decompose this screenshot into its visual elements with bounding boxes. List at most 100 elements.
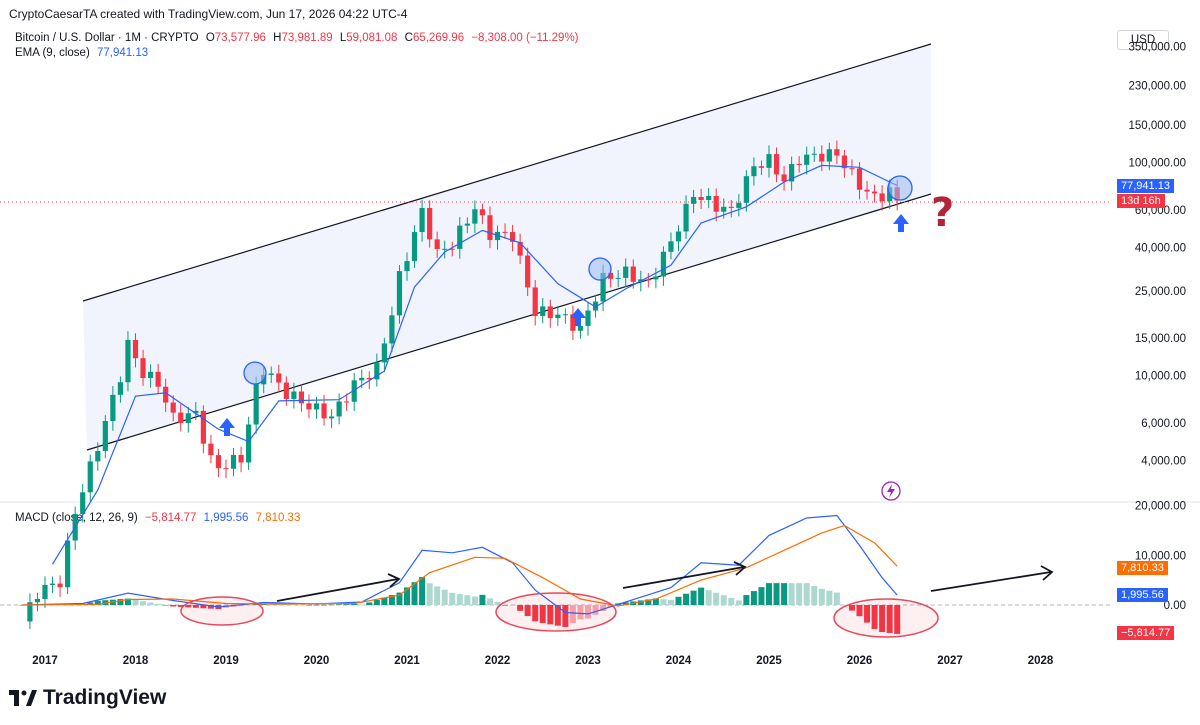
channel-upper-line (82, 43, 932, 302)
candle-body (313, 403, 320, 410)
currency-button[interactable]: USD (1117, 30, 1169, 50)
open-value: 73,577.96 (214, 32, 266, 44)
candle-body (34, 598, 41, 603)
macd-histogram-bar (509, 605, 516, 606)
macd-histogram-bar (818, 588, 825, 605)
candle-body (698, 196, 704, 201)
macd-histogram-bar (162, 605, 169, 606)
candle-body (479, 209, 486, 216)
highlight-circle-2023 (588, 257, 612, 281)
macd-histogram-bar (441, 589, 448, 605)
candle-body (502, 231, 508, 233)
candle-body (238, 454, 244, 463)
candle-body (404, 261, 410, 272)
candle-body (223, 468, 229, 470)
candle-body (849, 168, 855, 170)
candle-body (751, 166, 757, 177)
macd-histogram-bar (305, 605, 312, 606)
candle-body (758, 166, 765, 168)
time-axis-label: 2020 (304, 655, 330, 667)
change-value: −8,308.00 (−11.29%) (471, 32, 579, 44)
macd-histogram-bar (358, 604, 365, 606)
channel-lower-line (86, 193, 932, 451)
candle-body (268, 373, 274, 375)
macd-histogram-bar (758, 587, 765, 605)
low-label: L (339, 32, 347, 44)
candle-body (87, 461, 93, 493)
macd-histogram-bar (705, 590, 712, 605)
candle-body (789, 163, 795, 182)
candle-body (668, 241, 674, 252)
close-value: 65,269.96 (412, 32, 465, 44)
macd-histogram-bar (667, 599, 674, 605)
macd-histogram-bar (343, 604, 350, 605)
macd-axis-label: 0.00 (1164, 600, 1186, 612)
macd-histogram-bar (864, 605, 871, 623)
candle-body (140, 358, 146, 379)
macd-histogram-bar (803, 583, 810, 605)
candle-body (826, 149, 832, 162)
price-axis-label: 15,000.00 (1135, 333, 1186, 345)
candle-body (155, 371, 161, 387)
macd-histogram-bar (471, 596, 478, 605)
candle-body (600, 272, 606, 302)
macd-histogram-bar (826, 590, 833, 605)
macd-histogram-bar (743, 595, 750, 605)
candle-body (321, 403, 327, 419)
macd-histogram-bar (698, 587, 705, 605)
symbol-name: Bitcoin / U.S. Dollar · 1M · CRYPTO (15, 32, 199, 44)
macd-histogram-bar (336, 604, 343, 605)
macd-histogram-bar (502, 605, 509, 606)
macd-histogram-bar (419, 577, 426, 605)
candle-body (193, 410, 199, 414)
candle-body (472, 209, 478, 224)
candle-body (163, 386, 169, 403)
time-axis-label: 2025 (756, 655, 782, 667)
macd-line (22, 514, 898, 615)
macd-histogram-bar (713, 592, 720, 605)
trend-arrow (622, 561, 747, 589)
candle-body (411, 232, 418, 262)
macd-histogram-bar (773, 583, 780, 605)
candle-body (713, 195, 719, 212)
macd-histogram-bar (328, 604, 335, 606)
macd-histogram-bar (622, 602, 629, 605)
macd-histogram-bar (396, 592, 403, 605)
candle-body (95, 451, 101, 462)
highlight-circle-2019 (243, 361, 267, 385)
macd-axis-label: 10,000.00 (1135, 550, 1186, 562)
macd-histogram-bar (811, 585, 818, 605)
macd-histogram-bar (781, 583, 788, 605)
macd-histogram-bar (592, 605, 599, 615)
candle-body (253, 384, 259, 425)
lightning-icon[interactable] (880, 480, 902, 502)
candle-body (630, 266, 636, 282)
macd-histogram-bar (185, 605, 192, 608)
signal-tag: 7,810.33 (1117, 561, 1168, 575)
macd-histogram-bar (155, 603, 162, 605)
candle-body (811, 153, 817, 155)
tradingview-logo-icon (9, 690, 37, 706)
candle-body (351, 380, 357, 402)
chart-header: CryptoCaesarTA created with TradingView.… (9, 7, 408, 21)
macd-histogram-bar (683, 593, 690, 605)
candle-body (608, 272, 614, 279)
tradingview-logo[interactable]: TradingView (9, 686, 166, 710)
macd-histogram-bar (192, 605, 199, 608)
macd-histogram-bar (848, 605, 855, 611)
candle-body (381, 343, 387, 363)
ema-legend: EMA (9, close) 77,941.13 (15, 47, 148, 59)
macd-histogram-bar (517, 605, 524, 611)
macd-histogram-bar (554, 605, 561, 626)
candle-body (517, 241, 523, 256)
macd-histogram-bar (87, 602, 94, 605)
up-arrow-icon (219, 418, 235, 436)
up-arrow-icon (893, 214, 909, 232)
candle-body (645, 279, 651, 281)
time-axis-label: 2019 (213, 655, 239, 667)
price-axis-label: 150,000.00 (1128, 120, 1186, 132)
macd-histogram-bar (404, 587, 410, 605)
candle-body (434, 239, 440, 250)
candle-body (57, 583, 63, 588)
